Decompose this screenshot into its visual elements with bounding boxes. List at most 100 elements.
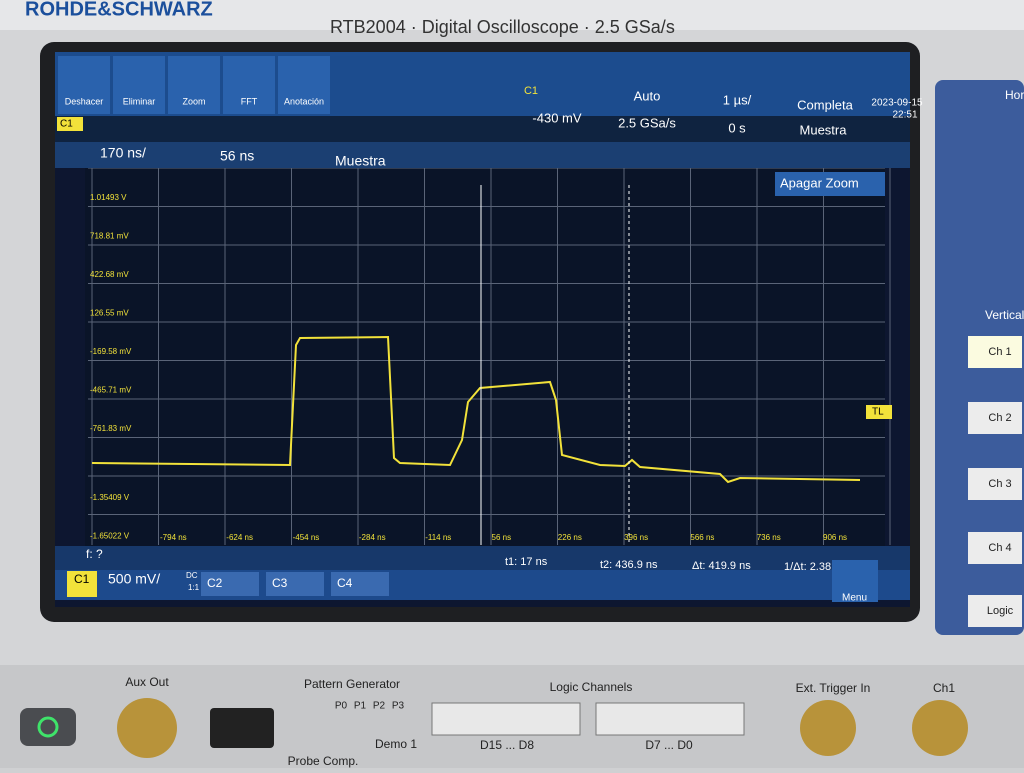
trigger-field: 0 s — [728, 120, 746, 135]
menu-label[interactable]: Menu — [842, 593, 867, 604]
side-button[interactable] — [968, 532, 1022, 564]
channel-tab[interactable] — [331, 572, 389, 596]
x-axis-label: -284 ns — [359, 533, 386, 542]
ch1-connector — [912, 700, 968, 756]
x-axis-label: 906 ns — [823, 533, 847, 542]
channel-tab-label[interactable]: C4 — [337, 576, 353, 590]
c1-tab[interactable] — [67, 571, 97, 597]
toolbar-label[interactable]: Deshacer — [65, 96, 104, 106]
side-button-label[interactable]: Ch 4 — [988, 542, 1011, 554]
toolbar-label[interactable]: FFT — [241, 96, 258, 106]
channel-tab[interactable] — [201, 572, 259, 596]
pattern-pin-label: P0 — [335, 701, 348, 712]
toolbar-label[interactable]: Eliminar — [123, 96, 156, 106]
channel-tab-label[interactable]: C3 — [272, 576, 288, 590]
side-button[interactable] — [968, 468, 1022, 500]
pattern-pin-label: P1 — [354, 701, 367, 712]
toolbar-button[interactable] — [278, 56, 330, 114]
x-axis-label: 736 ns — [757, 533, 781, 542]
aux-out-connector — [117, 698, 177, 758]
channel-tab[interactable] — [266, 572, 324, 596]
front-panel-label: D7 ... D0 — [645, 738, 693, 752]
side-button[interactable] — [968, 595, 1022, 627]
front-panel-label: Ext. Trigger In — [796, 681, 871, 695]
front-panel-label: D15 ... D8 — [480, 738, 534, 752]
usb-port — [210, 708, 274, 748]
channel-bar — [55, 570, 910, 600]
side-button[interactable] — [968, 336, 1022, 368]
trigger-field: Auto — [634, 88, 661, 103]
front-panel-label: Probe Comp. — [288, 754, 359, 768]
c1-probe: 1:1 — [188, 583, 200, 592]
x-axis-label: -454 ns — [293, 533, 320, 542]
toolbar-button[interactable] — [58, 56, 110, 114]
toolbar-button[interactable] — [223, 56, 275, 114]
y-axis-label: 422.68 mV — [90, 270, 129, 279]
y-axis-label: 126.55 mV — [90, 309, 129, 318]
channel-tab-label[interactable]: C2 — [207, 576, 223, 590]
trigger-field: Muestra — [800, 122, 848, 137]
trigger-field: 2023-09-15 — [871, 98, 923, 109]
logic-connector-high — [431, 702, 581, 736]
y-axis-label: -1.35409 V — [90, 493, 130, 502]
overview-bar — [55, 116, 910, 146]
trigger-field: 22:51 — [892, 110, 917, 121]
trigger-field: 1 µs/ — [723, 92, 752, 107]
c1-coupling: DC — [186, 571, 198, 580]
zoom-position: 56 ns — [220, 148, 254, 164]
toolbar-button[interactable] — [113, 56, 165, 114]
trigger-field: C1 — [524, 85, 538, 97]
menu-button[interactable] — [832, 560, 878, 602]
x-axis-label: 396 ns — [624, 533, 648, 542]
trigger-field: Completa — [797, 97, 853, 112]
side-button-label[interactable]: Ch 1 — [988, 346, 1011, 358]
trigger-level-marker: TL — [872, 407, 884, 418]
side-button-label[interactable]: Ch 2 — [988, 412, 1011, 424]
cursor-bar — [55, 546, 910, 570]
x-axis-label: 566 ns — [690, 533, 714, 542]
x-axis-label: -114 ns — [425, 533, 451, 542]
cursor-t1: t1: 17 ns — [505, 556, 548, 568]
power-icon — [37, 716, 59, 738]
trigger-level-marker-bg — [866, 405, 892, 419]
side-button-label[interactable]: Logic — [987, 605, 1014, 617]
logic-connector-low — [595, 702, 745, 736]
pattern-pin-label: P2 — [373, 701, 386, 712]
cursor-t2: t2: 436.9 ns — [600, 559, 658, 571]
channel-marker: C1 — [60, 119, 73, 130]
front-panel-label: Demo 1 — [375, 737, 417, 751]
side-heading: Hor — [1005, 88, 1024, 102]
top-strip — [0, 0, 1024, 30]
zoom-off-button[interactable] — [775, 172, 885, 196]
x-axis-label: -624 ns — [226, 533, 253, 542]
cursor-freq: f: ? — [86, 547, 103, 561]
zoom-timebase: 170 ns/ — [100, 145, 146, 161]
c1-scale: 500 mV/ — [108, 571, 160, 587]
side-button[interactable] — [968, 402, 1022, 434]
x-axis-label: 226 ns — [558, 533, 582, 542]
power-button[interactable] — [20, 708, 76, 746]
y-axis-label: -1.65022 V — [90, 532, 130, 541]
front-panel-label: Pattern Generator — [304, 677, 400, 691]
zoom-bar — [55, 142, 910, 168]
trigger-field: 2.5 GSa/s — [618, 115, 676, 130]
y-axis-label: 1.01493 V — [90, 193, 127, 202]
zoom-off-label[interactable]: Apagar Zoom — [780, 175, 859, 190]
brand: ROHDE&SCHWARZ — [25, 0, 213, 20]
x-axis-label: -794 ns — [160, 533, 187, 542]
toolbar-button[interactable] — [168, 56, 220, 114]
front-panel-label: Logic Channels — [550, 680, 633, 694]
y-axis-label: -169.58 mV — [90, 347, 132, 356]
toolbar-label[interactable]: Zoom — [182, 96, 205, 106]
zoom-mode: Muestra — [335, 153, 386, 169]
front-panel-label: Aux Out — [125, 675, 169, 689]
front-panel-label: Ch1 — [933, 681, 955, 695]
toolbar-label[interactable]: Anotación — [284, 96, 324, 106]
c1-label[interactable]: C1 — [74, 572, 90, 586]
side-button-label[interactable]: Ch 3 — [988, 478, 1011, 490]
waveform — [91, 335, 861, 484]
plot-area — [85, 168, 885, 546]
model: RTB2004 · Digital Oscilloscope · 2.5 GSa… — [330, 17, 675, 37]
y-axis-label: -465.71 mV — [90, 386, 132, 395]
